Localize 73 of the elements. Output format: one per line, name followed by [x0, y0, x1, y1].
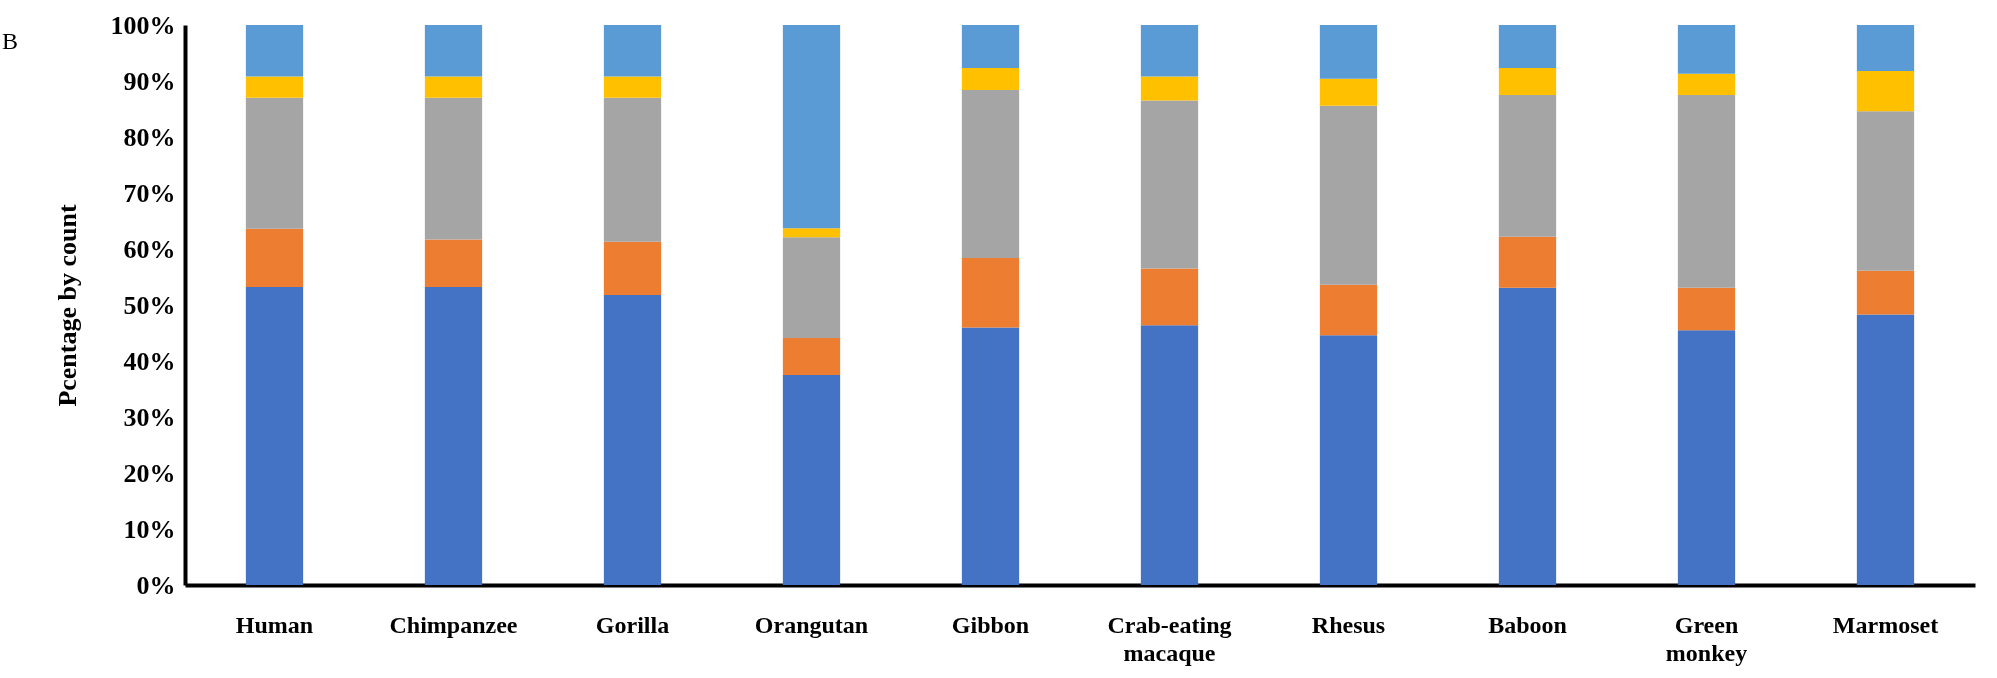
y-tick-label: 80%	[123, 122, 176, 152]
x-tick-label: Chimpanzee	[389, 611, 518, 638]
bar	[1677, 73, 1736, 95]
y-tick-label: 50%	[123, 290, 176, 320]
bar	[1498, 287, 1557, 585]
bar	[1677, 330, 1736, 585]
bar	[961, 327, 1020, 585]
y-tick-label: 60%	[123, 234, 176, 264]
bar	[1677, 25, 1736, 74]
y-tick-label: 10%	[123, 514, 176, 544]
bar	[1856, 270, 1915, 315]
bar	[1140, 76, 1199, 101]
bar	[782, 375, 841, 585]
bar	[603, 76, 662, 98]
y-tick-label: 90%	[123, 66, 176, 96]
x-tick-label: Orangutan	[754, 611, 869, 638]
y-tick-label: 0%	[136, 570, 176, 600]
x-tick-label: Human	[235, 611, 314, 638]
bar	[1319, 105, 1378, 285]
bar	[1140, 25, 1199, 77]
bar	[1856, 111, 1915, 271]
bar	[1140, 268, 1199, 326]
y-tick-label: 20%	[123, 458, 176, 488]
bar	[1319, 78, 1378, 106]
bar	[245, 228, 304, 288]
bar	[1498, 236, 1557, 288]
bar	[424, 76, 483, 98]
bar	[1498, 95, 1557, 237]
bar	[1677, 287, 1736, 331]
x-tick-label: Gibbon	[951, 611, 1030, 638]
bar	[961, 25, 1020, 69]
bar	[1140, 325, 1199, 585]
bar	[1498, 68, 1557, 95]
bar	[1140, 100, 1199, 269]
bar	[424, 287, 483, 585]
x-tick-label: Gorilla	[595, 611, 670, 638]
bar	[1319, 25, 1378, 79]
x-tick-label: Baboon	[1488, 611, 1567, 638]
bar	[782, 237, 841, 339]
bar	[782, 228, 841, 238]
bar	[424, 25, 483, 77]
y-tick-label: 70%	[123, 178, 176, 208]
bar	[424, 97, 483, 240]
bar	[603, 294, 662, 585]
bar	[1856, 70, 1915, 112]
y-axis-title: Pcentage by count	[52, 204, 82, 407]
bar	[245, 25, 304, 77]
x-tick-label: Marmoset	[1832, 611, 1939, 638]
bar	[782, 338, 841, 375]
bar	[424, 239, 483, 288]
bar	[245, 76, 304, 98]
bar	[603, 97, 662, 242]
x-tick-label: Green monkey	[1665, 611, 1748, 666]
x-tick-label: Rhesus	[1311, 611, 1386, 638]
bar	[245, 287, 304, 585]
bar	[1856, 25, 1915, 71]
y-tick-label: 40%	[123, 346, 176, 376]
text: B	[2, 28, 19, 55]
bar	[961, 89, 1020, 258]
bar	[782, 25, 841, 229]
bar	[603, 25, 662, 77]
bar	[245, 97, 304, 229]
bar	[1856, 314, 1915, 585]
bar	[1677, 95, 1736, 288]
x-tick-label: Crab-eating macaque	[1107, 611, 1232, 666]
y-tick-label: 100%	[110, 10, 176, 40]
bar	[961, 68, 1020, 90]
bar	[1319, 335, 1378, 585]
bar	[603, 241, 662, 295]
bar	[1319, 284, 1378, 336]
y-tick-label: 30%	[123, 402, 176, 432]
bar	[961, 257, 1020, 328]
bar	[1498, 25, 1557, 69]
